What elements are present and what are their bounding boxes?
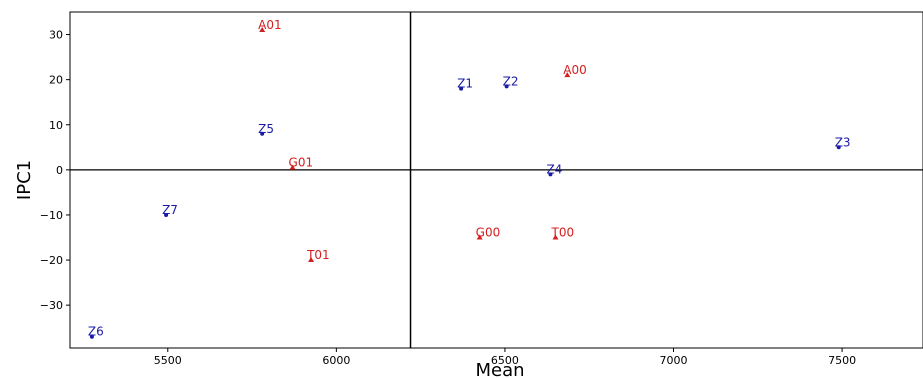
point-label: Z1 [457, 77, 473, 91]
plot-area [69, 11, 923, 349]
x-axis-ticks: 5500 6000 6500 7000 7500 [154, 348, 856, 367]
point-marker [259, 27, 266, 33]
point-label: Z5 [258, 122, 274, 136]
point-marker [89, 334, 94, 339]
point-marker [836, 145, 841, 150]
point-marker [504, 84, 509, 89]
x-tick-label: 7000 [660, 354, 688, 367]
y-tick-label: 20 [49, 74, 63, 87]
point-label: Z7 [162, 203, 178, 217]
point-label: Z3 [835, 135, 851, 149]
x-tick-label: 7500 [828, 354, 856, 367]
point-marker [459, 86, 464, 91]
point-label: A01 [258, 18, 281, 32]
point-label: T00 [551, 226, 575, 240]
point-marker [548, 172, 553, 177]
point-label: G01 [289, 156, 314, 170]
point-label: G00 [476, 226, 501, 240]
point-marker [289, 164, 296, 170]
x-tick-label: 6500 [491, 354, 519, 367]
y-axis-title: IPC1 [14, 160, 35, 200]
x-tick-label: 6000 [322, 354, 350, 367]
point-marker [260, 131, 265, 136]
point-marker [476, 234, 483, 240]
y-tick-label: 30 [49, 29, 63, 42]
point-label: A00 [563, 63, 586, 77]
point-marker [564, 72, 571, 78]
point-label: Z4 [546, 162, 562, 176]
point-marker [552, 234, 559, 240]
point-label: T01 [306, 248, 330, 262]
y-tick-label: −20 [40, 254, 63, 267]
point-label: Z6 [88, 325, 104, 339]
y-tick-label: −30 [40, 299, 63, 312]
y-tick-label: 10 [49, 119, 63, 132]
y-tick-label: 0 [56, 164, 63, 177]
reference-lines [70, 12, 923, 348]
point-label: Z2 [503, 74, 519, 88]
data-points: Z1 Z2 Z3 Z4 Z5 Z6 Z7 A01 A00 G01 G00 T00 T01 [88, 18, 851, 339]
point-marker [308, 257, 315, 263]
y-tick-label: −10 [40, 209, 63, 222]
x-tick-label: 5500 [154, 354, 182, 367]
y-axis-ticks: 30 20 10 0 −10 −20 −30 [40, 29, 70, 312]
x-axis-title: Mean [475, 360, 524, 378]
point-marker [164, 212, 169, 217]
